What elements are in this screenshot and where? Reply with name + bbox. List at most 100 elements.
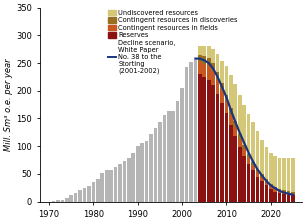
Bar [198, 55, 202, 62]
Bar [87, 186, 91, 202]
Bar [171, 111, 175, 202]
Bar [233, 127, 237, 136]
Bar [247, 154, 250, 158]
Bar [109, 170, 113, 202]
Bar [65, 198, 69, 202]
Bar [287, 191, 290, 193]
Bar [207, 58, 211, 65]
Bar [291, 195, 295, 202]
Bar [238, 139, 241, 147]
Bar [242, 145, 246, 149]
Bar [100, 173, 104, 202]
Bar [207, 65, 211, 80]
Bar [251, 122, 255, 162]
Bar [247, 164, 250, 202]
Bar [238, 134, 241, 139]
Bar [256, 169, 259, 172]
Bar [225, 101, 228, 113]
Bar [242, 105, 246, 145]
Bar [247, 114, 250, 154]
Bar [158, 122, 162, 202]
Bar [229, 125, 233, 202]
Bar [287, 193, 290, 195]
Bar [207, 46, 211, 58]
Bar [238, 147, 241, 202]
Bar [278, 189, 282, 191]
Bar [260, 181, 264, 202]
Bar [264, 182, 268, 185]
Bar [242, 156, 246, 202]
Bar [216, 72, 219, 80]
Bar [216, 93, 219, 202]
Bar [216, 54, 219, 72]
Bar [260, 140, 264, 174]
Bar [149, 134, 153, 202]
Bar [233, 84, 237, 121]
Bar [211, 85, 215, 202]
Bar [180, 88, 184, 202]
Bar [251, 171, 255, 202]
Bar [260, 174, 264, 177]
Bar [198, 46, 202, 55]
Bar [69, 195, 73, 202]
Bar [264, 179, 268, 182]
Bar [162, 115, 166, 202]
Bar [96, 179, 100, 202]
Bar [264, 185, 268, 202]
Bar [114, 167, 118, 202]
Bar [145, 140, 148, 202]
Bar [211, 71, 215, 85]
Bar [278, 158, 282, 189]
Bar [229, 115, 233, 125]
Bar [233, 121, 237, 127]
Bar [233, 136, 237, 202]
Bar [287, 158, 290, 191]
Bar [198, 74, 202, 202]
Bar [203, 56, 206, 64]
Bar [247, 158, 250, 164]
Bar [282, 158, 286, 190]
Bar [203, 46, 206, 56]
Bar [91, 182, 95, 202]
Bar [273, 192, 277, 202]
Bar [256, 172, 259, 177]
Bar [256, 177, 259, 202]
Bar [256, 131, 259, 169]
Bar [211, 63, 215, 71]
Y-axis label: Mill. Sm³ o.e. per year: Mill. Sm³ o.e. per year [4, 58, 13, 151]
Bar [282, 190, 286, 192]
Bar [269, 189, 273, 202]
Bar [136, 146, 140, 202]
Bar [56, 200, 60, 202]
Bar [74, 193, 77, 202]
Bar [273, 187, 277, 189]
Bar [189, 62, 193, 202]
Bar [273, 156, 277, 187]
Bar [105, 171, 109, 202]
Bar [194, 60, 197, 202]
Bar [154, 128, 157, 202]
Bar [291, 192, 295, 194]
Bar [176, 101, 179, 202]
Bar [220, 103, 224, 202]
Bar [140, 143, 144, 202]
Bar [291, 194, 295, 195]
Bar [198, 62, 202, 74]
Bar [52, 201, 55, 202]
Bar [203, 77, 206, 202]
Bar [269, 153, 273, 184]
Bar [229, 108, 233, 115]
Bar [269, 184, 273, 186]
Bar [225, 113, 228, 202]
Bar [167, 111, 170, 202]
Bar [132, 153, 135, 202]
Bar [291, 158, 295, 192]
Bar [78, 190, 82, 202]
Bar [220, 83, 224, 90]
Bar [278, 193, 282, 202]
Bar [220, 61, 224, 83]
Bar [127, 158, 131, 202]
Bar [278, 191, 282, 193]
Bar [207, 80, 211, 202]
Bar [269, 186, 273, 189]
